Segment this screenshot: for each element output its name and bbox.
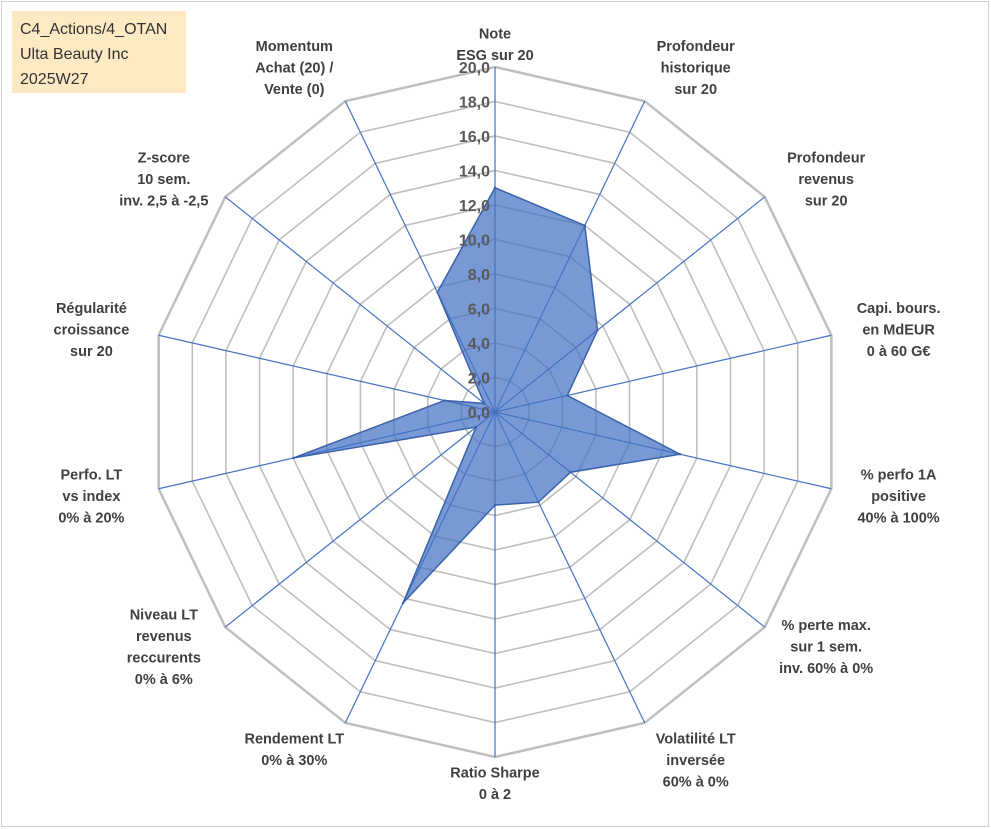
- tick-label: 14,0: [459, 164, 490, 181]
- axis-label-line: 0% à 30%: [261, 753, 327, 769]
- axis-label-line: Profondeur: [787, 150, 865, 166]
- axis-label-line: sur 20: [805, 193, 848, 209]
- axis-label-line: revenus: [136, 629, 192, 645]
- axis-label: % perte max. sur 1 sem. inv. 60% à 0%: [779, 618, 873, 677]
- axis-label: Profondeur historique sur 20: [657, 39, 735, 98]
- radar-tick-labels: 0,0 2,0 4,0 6,0 8,0 10,0 12,0 14,0 16,0 18,0 20,0: [459, 60, 490, 422]
- axis-label-line: 10 sem.: [137, 172, 190, 188]
- data-point: [443, 399, 446, 402]
- tick-label: 12,0: [459, 198, 490, 215]
- axis-label: Perfo. LT vs index 0% à 20%: [58, 468, 124, 527]
- axis-label: Capi. bours. en MdEUR 0 à 60 G€: [857, 301, 941, 360]
- info-box-line-3: 2025W27: [20, 71, 89, 88]
- axis-label-line: en MdEUR: [862, 322, 935, 338]
- axis-label-line: 60% à 0%: [663, 774, 729, 790]
- axis-label-line: 0 à 60 G€: [867, 344, 931, 360]
- axis-label-line: sur 20: [674, 82, 717, 98]
- axis-label-line: reccurents: [127, 650, 201, 666]
- axis-label: Niveau LT revenus reccurents 0% à 6%: [127, 607, 201, 688]
- axis-label: Profondeur revenus sur 20: [787, 150, 865, 209]
- axis-label-line: 0 à 2: [479, 787, 511, 803]
- info-box: C4_Actions/4_OTAN Ulta Beauty Inc 2025W2…: [12, 11, 186, 93]
- info-box-line-2: Ulta Beauty Inc: [20, 46, 129, 63]
- axis-label-line: Z-score: [138, 150, 190, 166]
- axis-label-line: Momentum: [256, 39, 333, 55]
- tick-label: 20,0: [459, 60, 490, 77]
- tick-label: 8,0: [468, 267, 490, 284]
- axis-label-line: sur 1 sem.: [790, 640, 862, 656]
- axis-label-line: Rendement LT: [244, 731, 344, 747]
- radar-spoke: [158, 334, 496, 413]
- axis-label-line: Profondeur: [657, 39, 735, 55]
- tick-label: 10,0: [459, 233, 490, 250]
- axis-label-line: 0% à 20%: [58, 511, 124, 527]
- data-point: [537, 500, 540, 504]
- data-point: [678, 453, 682, 456]
- axis-label: Momentum Achat (20) / Vente (0): [255, 39, 333, 98]
- data-point: [596, 329, 599, 332]
- axis-label-line: 40% à 100%: [857, 511, 939, 527]
- axis-label-line: Note: [479, 27, 511, 43]
- axis-label-line: Perfo. LT: [61, 468, 123, 484]
- axis-label-line: sur 20: [70, 344, 113, 360]
- axis-label: Régularité croissance sur 20: [54, 301, 130, 360]
- radar-spoke: [224, 411, 496, 628]
- axis-label: Ratio Sharpe 0 à 2: [450, 766, 539, 804]
- axis-label-line: revenus: [798, 172, 854, 188]
- axis-label-line: ESG sur 20: [456, 48, 533, 64]
- axis-label-line: historique: [661, 61, 731, 77]
- axis-label-line: croissance: [54, 322, 130, 338]
- tick-label: 4,0: [468, 336, 490, 353]
- radar-axis-labels: Note ESG sur 20 Profondeur historique sur 20…: [54, 27, 941, 804]
- data-point: [566, 394, 569, 397]
- axis-label-line: Ratio Sharpe: [450, 766, 539, 782]
- axis-label: Z-score 10 sem. inv. 2,5 à -2,5: [119, 150, 208, 209]
- data-point: [569, 471, 572, 474]
- axis-label-line: inv. 2,5 à -2,5: [119, 193, 208, 209]
- axis-label-line: Régularité: [56, 301, 127, 317]
- data-point: [401, 601, 405, 605]
- axis-label-line: 0% à 6%: [135, 672, 193, 688]
- axis-label-line: % perte max.: [781, 618, 870, 634]
- axis-label-line: inv. 60% à 0%: [779, 661, 873, 677]
- data-point: [291, 456, 295, 460]
- data-point: [483, 402, 486, 405]
- axis-label-line: Achat (20) /: [255, 61, 333, 77]
- data-point: [493, 503, 497, 507]
- radar-spoke: [224, 196, 496, 413]
- axis-label: % perfo 1A positive 40% à 100%: [857, 468, 939, 527]
- axis-label-line: Capi. bours.: [857, 301, 941, 317]
- tick-label: 0,0: [468, 405, 490, 422]
- axis-label: Note ESG sur 20: [456, 27, 533, 65]
- tick-label: 18,0: [459, 95, 490, 112]
- axis-label: Rendement LT 0% à 30%: [244, 731, 344, 769]
- tick-label: 6,0: [468, 302, 490, 319]
- radar-series: [291, 186, 683, 605]
- series-area: [292, 186, 683, 604]
- axis-label-line: % perfo 1A: [861, 468, 937, 484]
- axis-label-line: Volatilité LT: [656, 731, 736, 747]
- tick-label: 2,0: [468, 371, 490, 388]
- data-point: [474, 425, 478, 429]
- info-box-line-1: C4_Actions/4_OTAN: [20, 21, 168, 38]
- axis-label-line: vs index: [62, 489, 120, 505]
- tick-label: 16,0: [459, 129, 490, 146]
- axis-label: Volatilité LT inversée 60% à 0%: [656, 731, 736, 790]
- data-point: [583, 224, 587, 227]
- axis-label-line: positive: [871, 489, 926, 505]
- data-point: [436, 291, 439, 294]
- axis-label-line: inversée: [666, 753, 725, 769]
- axis-label-line: Niveau LT: [130, 607, 198, 623]
- data-point: [493, 186, 497, 189]
- axis-label-line: Vente (0): [264, 82, 325, 98]
